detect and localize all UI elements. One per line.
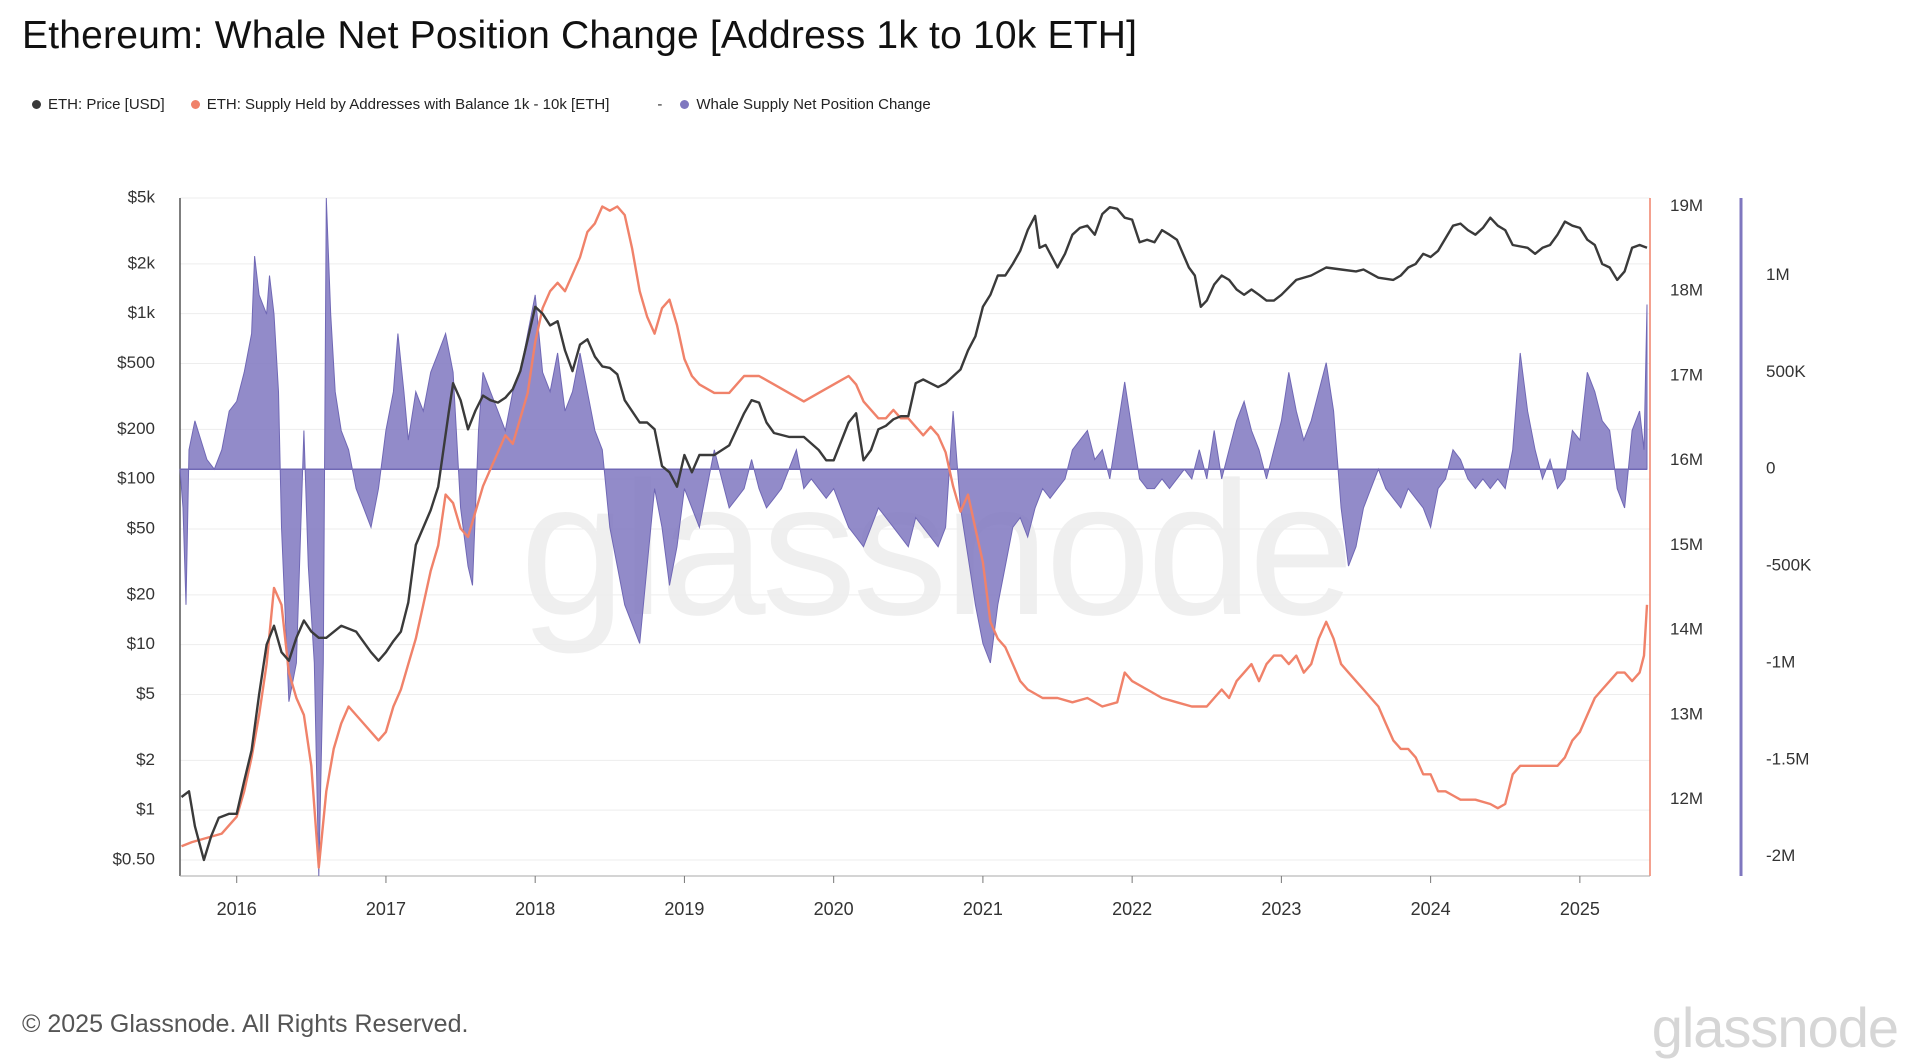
price-axis-tick-label: $5: [136, 684, 155, 703]
legend-separator: -: [657, 96, 663, 113]
price-axis-tick-label: $0.50: [112, 849, 155, 868]
chart-area: $5k $2k $1k $500 $200 $100 $50 $20 $10 $5 $2 $1 $0.5…: [112, 187, 1812, 919]
supply-axis-tick-label: 18M: [1670, 281, 1703, 300]
x-axis-tick-label: 2021: [963, 899, 1003, 919]
price-axis-tick-label: $10: [127, 634, 155, 653]
change-axis-tick-label: 0: [1766, 459, 1775, 478]
change-axis-tick-label: -500K: [1766, 556, 1812, 575]
series-line-price: [180, 206, 1648, 862]
series-area-whale-net-change: [179, 197, 1648, 877]
x-axis-tick-label: 2018: [515, 899, 555, 919]
price-axis-tick-label: $500: [117, 353, 155, 372]
x-axis-tick-label: 2016: [217, 899, 257, 919]
x-axis-tick-label: 2023: [1261, 899, 1301, 919]
legend-item-supply[interactable]: ETH: Supply Held by Addresses with Balan…: [190, 96, 610, 113]
chart-title: Ethereum: Whale Net Position Change [Add…: [22, 14, 1138, 57]
legend-label-change: Whale Supply Net Position Change: [696, 96, 931, 113]
legend-marker-supply: [190, 100, 200, 109]
supply-axis-tick-label: 17M: [1670, 365, 1703, 384]
x-axis-tick-label: 2025: [1560, 899, 1600, 919]
price-axis-tick-label: $100: [117, 469, 155, 488]
supply-axis-tick-label: 16M: [1670, 450, 1703, 469]
price-axis-tick-label: $1k: [128, 303, 156, 322]
supply-axis-tick-label: 15M: [1670, 535, 1703, 554]
change-axis-tick-label: -1.5M: [1766, 749, 1809, 768]
legend-item-price[interactable]: ETH: Price [USD]: [32, 96, 165, 113]
legend-label-supply: ETH: Supply Held by Addresses with Balan…: [206, 96, 610, 113]
price-axis-tick-label: $50: [127, 518, 155, 537]
copyright-footer: © 2025 Glassnode. All Rights Reserved.: [22, 1010, 469, 1038]
series-line-supply: [181, 205, 1649, 869]
legend: ETH: Price [USD] ETH: Supply Held by Add…: [32, 96, 957, 113]
x-axis-tick-label: 2019: [664, 899, 704, 919]
brand-logo: glassnode: [1651, 996, 1899, 1059]
supply-axis-tick-label: 13M: [1670, 704, 1703, 723]
x-axis-tick-label: 2017: [366, 899, 406, 919]
supply-axis-tick-label: 14M: [1670, 620, 1703, 639]
legend-item-change[interactable]: Whale Supply Net Position Change: [680, 96, 931, 113]
price-axis-tick-label: $20: [127, 584, 155, 603]
legend-label-price: ETH: Price [USD]: [48, 96, 165, 113]
x-axis-tick-label: 2022: [1112, 899, 1152, 919]
change-axis-tick-label: 500K: [1766, 362, 1806, 381]
price-axis-tick-label: $5k: [128, 187, 156, 206]
change-axis-tick-label: -1M: [1766, 652, 1795, 671]
change-axis-tick-label: 1M: [1766, 265, 1790, 284]
supply-axis-tick-label: 19M: [1670, 196, 1703, 215]
price-axis-tick-label: $200: [117, 419, 155, 438]
price-axis-tick-label: $1: [136, 800, 155, 819]
x-axis-tick-label: 2024: [1411, 899, 1451, 919]
price-axis-tick-label: $2: [136, 750, 155, 769]
legend-marker-change: [680, 100, 690, 109]
legend-marker-price: [32, 100, 41, 109]
supply-axis-tick-label: 12M: [1670, 789, 1703, 808]
x-axis-tick-label: 2020: [814, 899, 854, 919]
change-axis-tick-label: -2M: [1766, 846, 1795, 865]
price-axis-tick-label: $2k: [128, 253, 156, 272]
